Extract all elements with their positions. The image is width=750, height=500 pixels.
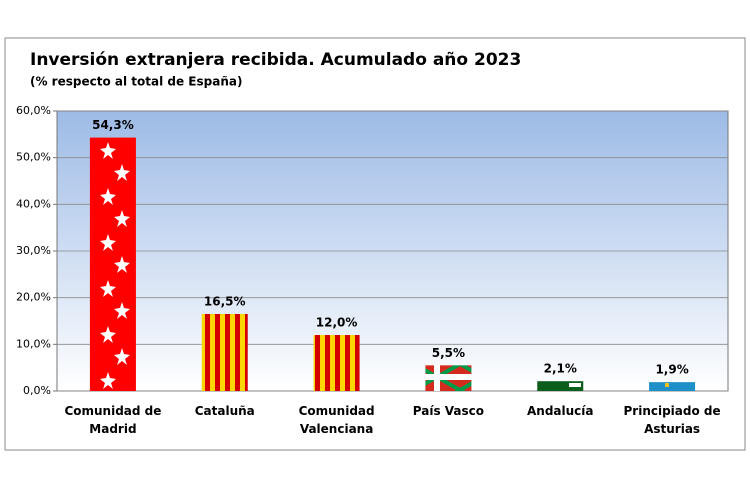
- bar: [425, 365, 472, 391]
- x-tick-label: Andalucía: [527, 404, 594, 418]
- y-tick-label: 10,0%: [16, 337, 51, 350]
- y-tick-label: 60,0%: [16, 104, 51, 117]
- bar: [537, 381, 584, 391]
- y-tick-label: 50,0%: [16, 151, 51, 164]
- value-label: 2,1%: [544, 362, 577, 376]
- value-label: 5,5%: [432, 346, 465, 360]
- chart-title: Inversión extranjera recibida. Acumulado…: [30, 50, 521, 70]
- y-tick-label: 20,0%: [16, 291, 51, 304]
- value-label: 12,0%: [316, 316, 358, 330]
- y-tick-label: 0,0%: [23, 384, 51, 397]
- value-label: 54,3%: [92, 118, 134, 132]
- x-tick-label: Cataluña: [194, 404, 255, 418]
- y-tick-label: 30,0%: [16, 244, 51, 257]
- bar: [89, 137, 136, 391]
- bar: [649, 382, 696, 391]
- bar: [201, 314, 248, 391]
- bar: [313, 335, 360, 391]
- chart-subtitle: (% respecto al total de España): [30, 75, 242, 89]
- value-label: 16,5%: [204, 295, 246, 309]
- y-tick-label: 40,0%: [16, 197, 51, 210]
- value-label: 1,9%: [655, 363, 688, 377]
- x-tick-label: Principiado de Asturias: [623, 404, 721, 436]
- x-tick-label: Comunidad Valenciana: [298, 404, 375, 436]
- x-tick-label: Comunidad de Madrid: [64, 404, 162, 436]
- x-tick-label: País Vasco: [412, 404, 485, 418]
